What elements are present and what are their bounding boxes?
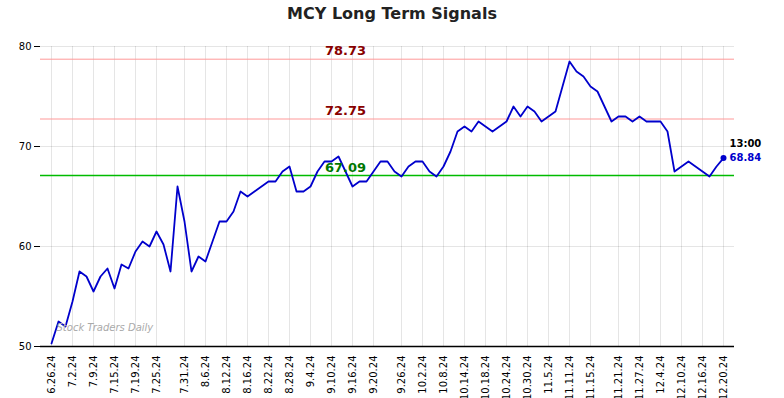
svg-text:11.11.24: 11.11.24 <box>564 356 575 398</box>
svg-text:11.21.24: 11.21.24 <box>613 356 624 398</box>
svg-text:10.18.24: 10.18.24 <box>480 356 491 398</box>
svg-text:8.22.24: 8.22.24 <box>263 356 274 394</box>
svg-text:12.4.24: 12.4.24 <box>655 356 666 394</box>
svg-text:8.28.24: 8.28.24 <box>284 356 295 394</box>
svg-text:10.2.24: 10.2.24 <box>417 356 428 394</box>
html-text:MCY Long Term Signals: MCY Long Term Signals <box>287 4 497 23</box>
svg-text:60: 60 <box>19 241 32 252</box>
svg-text:67.09: 67.09 <box>325 160 366 175</box>
svg-text:13:00: 13:00 <box>730 138 762 149</box>
svg-text:80: 80 <box>19 41 32 52</box>
svg-text:11.5.24: 11.5.24 <box>543 356 554 394</box>
svg-text:11.27.24: 11.27.24 <box>634 356 645 398</box>
svg-text:78.73: 78.73 <box>325 43 366 58</box>
svg-text:8.16.24: 8.16.24 <box>242 356 253 394</box>
svg-text:8.12.24: 8.12.24 <box>221 356 232 394</box>
svg-text:7.25.24: 7.25.24 <box>151 356 162 394</box>
svg-text:7.31.24: 7.31.24 <box>179 356 190 394</box>
svg-text:72.75: 72.75 <box>325 103 366 118</box>
svg-text:50: 50 <box>19 341 32 352</box>
svg-text:7.19.24: 7.19.24 <box>130 356 141 394</box>
svg-text:7.15.24: 7.15.24 <box>109 356 120 394</box>
svg-text:12.20.24: 12.20.24 <box>718 356 729 398</box>
svg-text:8.6.24: 8.6.24 <box>200 356 211 388</box>
svg-text:7.9.24: 7.9.24 <box>88 356 99 388</box>
svg-text:11.15.24: 11.15.24 <box>585 356 596 398</box>
svg-text:12.10.24: 12.10.24 <box>676 356 687 398</box>
svg-text:9.16.24: 9.16.24 <box>347 356 358 394</box>
svg-text:9.4.24: 9.4.24 <box>305 356 316 388</box>
svg-text:9.20.24: 9.20.24 <box>368 356 379 394</box>
svg-text:7.2.24: 7.2.24 <box>67 356 78 388</box>
svg-text:68.84: 68.84 <box>730 152 762 163</box>
svg-text:70: 70 <box>19 141 32 152</box>
svg-text:9.26.24: 9.26.24 <box>396 356 407 394</box>
svg-text:10.30.24: 10.30.24 <box>522 356 533 398</box>
svg-text:12.16.24: 12.16.24 <box>697 356 708 398</box>
svg-text:9.10.24: 9.10.24 <box>326 356 337 394</box>
svg-text:10.8.24: 10.8.24 <box>438 356 449 394</box>
svg-text:10.14.24: 10.14.24 <box>459 356 470 398</box>
svg-text:10.24.24: 10.24.24 <box>501 356 512 398</box>
svg-text:6.26.24: 6.26.24 <box>46 356 57 394</box>
svg-text:Stock Traders Daily: Stock Traders Daily <box>57 322 155 333</box>
